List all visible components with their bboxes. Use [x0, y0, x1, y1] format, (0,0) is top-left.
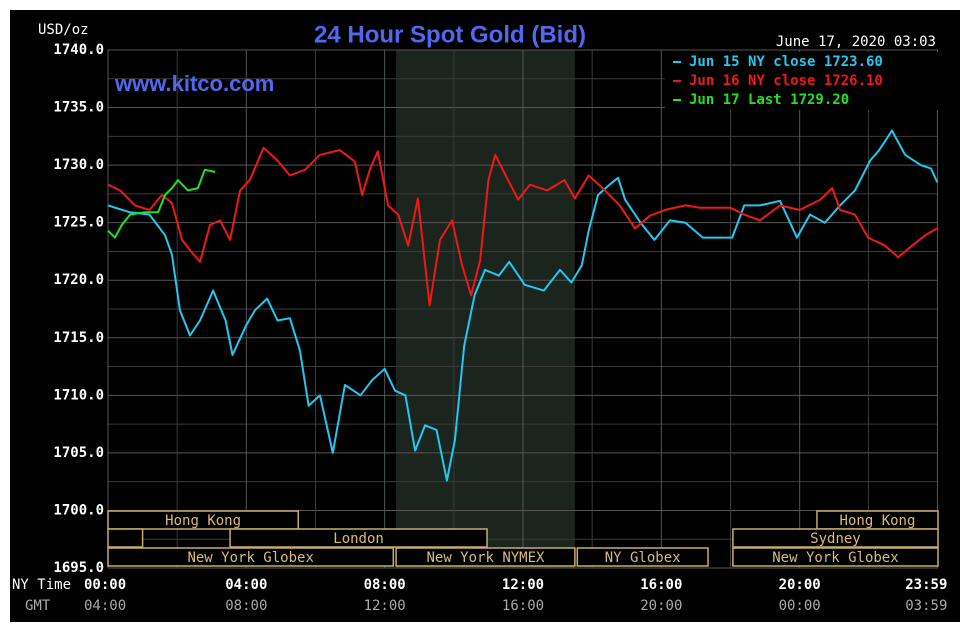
- x2-axis-label: GMT: [25, 598, 51, 614]
- y-tick-label: 1710.0: [53, 387, 104, 403]
- session-label: Hong Kong: [165, 513, 241, 529]
- y-tick-label: 1725.0: [53, 215, 104, 231]
- session-box: [107, 528, 144, 548]
- legend-label: Jun 17 Last 1729.20: [689, 92, 849, 108]
- y-tick-label: 1700.0: [53, 502, 104, 518]
- x-tick-label: 00:00: [84, 577, 126, 593]
- series-line: [107, 129, 939, 482]
- x2-tick-label: 20:00: [640, 598, 682, 614]
- session-box: [732, 547, 939, 567]
- x-tick-label: 23:59: [905, 577, 947, 593]
- session-box: [732, 528, 939, 548]
- session-box: [229, 528, 488, 548]
- x2-tick-label: 08:00: [225, 598, 267, 614]
- session-box: [107, 547, 395, 567]
- timestamp: June 17, 2020 03:03: [776, 34, 936, 50]
- x-tick-label: 20:00: [779, 577, 821, 593]
- x2-tick-label: 04:00: [84, 598, 126, 614]
- chart-title: 24 Hour Spot Gold (Bid): [314, 21, 586, 48]
- y-tick-label: 1740.0: [53, 42, 104, 58]
- series-line: [107, 168, 216, 239]
- x2-tick-label: 00:00: [779, 598, 821, 614]
- x-tick-label: 16:00: [640, 577, 682, 593]
- session-label: NY Globex: [605, 550, 681, 566]
- x2-tick-label: 16:00: [502, 598, 544, 614]
- y-tick-label: 1735.0: [53, 100, 104, 116]
- session-box: [107, 510, 299, 530]
- y-tick-label: 1695.0: [53, 560, 104, 576]
- session-box: [576, 547, 709, 567]
- x2-tick-label: 03:59: [905, 598, 947, 614]
- y-tick-label: 1730.0: [53, 157, 104, 173]
- series-line: [107, 146, 938, 307]
- y-tick-label: 1720.0: [53, 272, 104, 288]
- legend-label: Jun 16 NY close 1726.10: [689, 73, 883, 89]
- x-axis-label: NY Time: [12, 577, 71, 593]
- session-box: [395, 547, 576, 567]
- y-tick-label: 1705.0: [53, 445, 104, 461]
- session-label: Sydney: [810, 531, 861, 547]
- y-tick-label: 1715.0: [53, 330, 104, 346]
- legend-box: [665, 52, 938, 110]
- y-axis-label: USD/oz: [38, 22, 89, 38]
- x-tick-label: 04:00: [225, 577, 267, 593]
- x-tick-label: 08:00: [364, 577, 406, 593]
- x2-tick-label: 12:00: [364, 598, 406, 614]
- session-label: New York Globex: [187, 550, 313, 566]
- session-label: New York NYMEX: [426, 550, 545, 566]
- legend-label: Jun 15 NY close 1723.60: [689, 54, 883, 70]
- session-label: New York Globex: [772, 550, 898, 566]
- session-label: London: [333, 531, 384, 547]
- watermark: www.kitco.com: [114, 71, 274, 96]
- x-tick-label: 12:00: [502, 577, 544, 593]
- session-label: Hong Kong: [840, 513, 916, 529]
